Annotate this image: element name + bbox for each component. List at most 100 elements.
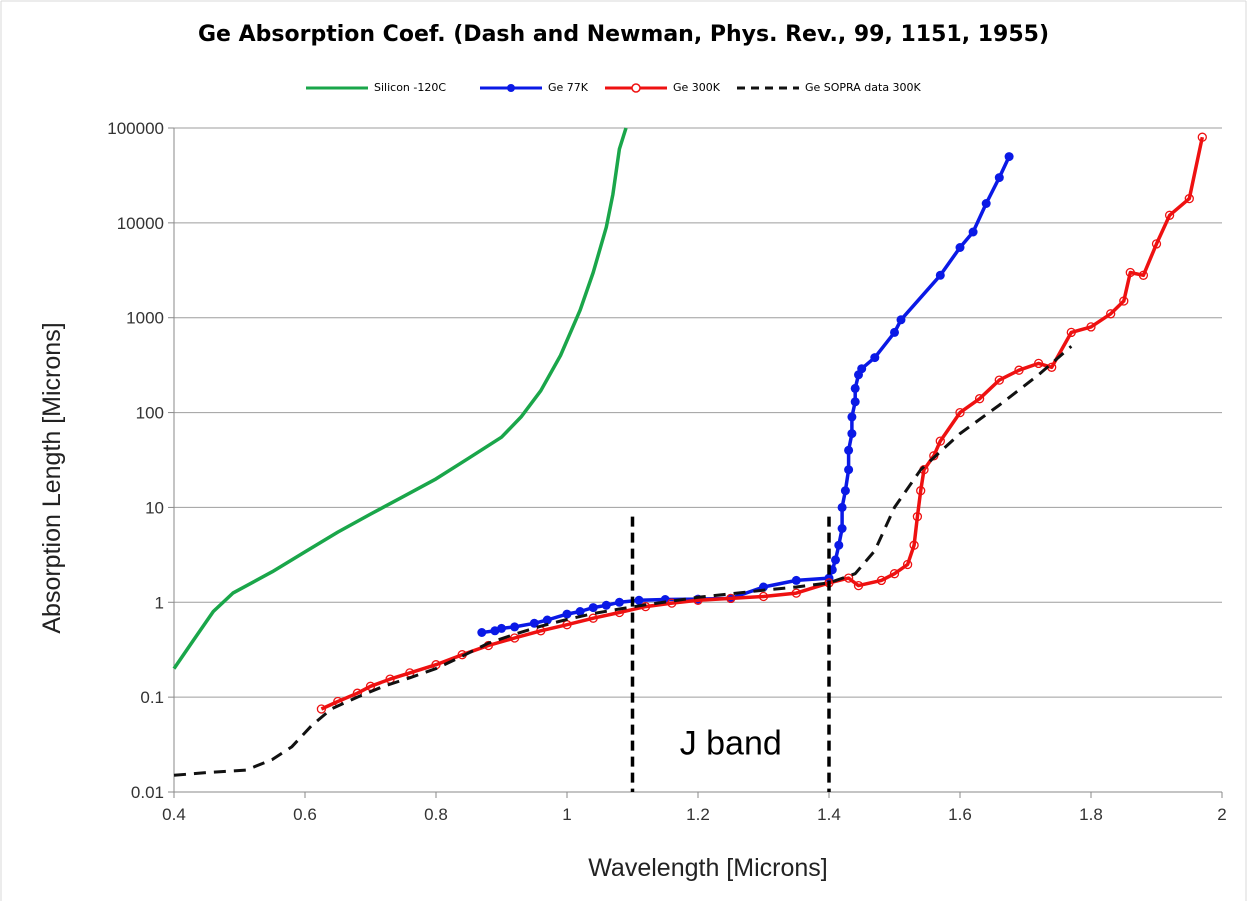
data-point xyxy=(1004,152,1014,162)
data-point xyxy=(726,593,736,604)
chart-title: Ge Absorption Coef. (Dash and Newman, Ph… xyxy=(197,22,1050,47)
y-tick-label: 1000 xyxy=(126,309,164,328)
y-tick-label: 10000 xyxy=(117,214,164,233)
legend-swatch-ge-300k xyxy=(605,83,667,93)
data-point xyxy=(916,486,926,496)
data-point xyxy=(575,607,585,616)
data-point xyxy=(834,540,844,550)
data-point xyxy=(909,540,919,550)
data-point xyxy=(1106,309,1116,319)
x-tick-label: 1.4 xyxy=(817,805,841,824)
data-point xyxy=(588,603,598,613)
data-point xyxy=(955,243,965,252)
data-point xyxy=(1033,358,1044,369)
legend-label-ge-77k: Ge 77K xyxy=(548,81,588,94)
legend-label-ge-300k: Ge 300K xyxy=(673,81,720,94)
data-point xyxy=(758,591,769,602)
data-point xyxy=(601,600,611,610)
data-point xyxy=(912,511,923,522)
x-axis-title: Wavelength [Microns] xyxy=(588,854,827,882)
data-point xyxy=(1138,270,1149,280)
data-point xyxy=(837,502,847,512)
data-point xyxy=(935,436,945,446)
y-tick-label: 1 xyxy=(155,593,164,612)
y-tick-label: 100 xyxy=(136,404,164,423)
data-point xyxy=(562,609,572,619)
data-point xyxy=(889,569,900,579)
x-tick-label: 0.8 xyxy=(424,805,448,824)
data-point xyxy=(1151,239,1162,249)
x-tick-label: 0.6 xyxy=(293,805,317,824)
data-point xyxy=(529,618,539,628)
data-point xyxy=(316,704,327,714)
data-point xyxy=(844,445,854,455)
y-tick-label: 10 xyxy=(145,498,164,517)
data-point xyxy=(994,173,1004,183)
y-tick-label: 100000 xyxy=(107,119,164,138)
data-point xyxy=(477,628,487,637)
data-point xyxy=(509,633,520,643)
band-label: J band xyxy=(680,724,782,762)
data-point xyxy=(850,383,860,393)
data-point xyxy=(840,486,850,496)
data-point xyxy=(791,588,801,598)
data-point xyxy=(1066,327,1076,338)
data-point xyxy=(876,575,887,586)
series-line-1 xyxy=(481,155,1011,635)
data-point xyxy=(497,623,506,633)
data-point xyxy=(857,364,867,374)
series-line-0 xyxy=(172,127,628,670)
data-point xyxy=(853,580,864,591)
data-point xyxy=(847,412,857,422)
data-point xyxy=(850,397,860,407)
data-point xyxy=(1086,322,1096,332)
x-tick-label: 1.8 xyxy=(1079,805,1103,824)
data-point xyxy=(935,270,945,280)
data-point xyxy=(667,598,677,608)
y-axis-title: Absorption Length [Microns] xyxy=(38,322,66,633)
data-point xyxy=(791,575,801,585)
legend-swatch-silicon xyxy=(306,86,368,90)
data-point xyxy=(1184,193,1194,204)
y-tick-label: 0.1 xyxy=(140,688,164,707)
data-point xyxy=(974,394,985,404)
y-tick-label: 0.01 xyxy=(131,783,164,802)
data-point xyxy=(1164,210,1175,220)
legend-label-ge-sopra: Ge SOPRA data 300K xyxy=(805,81,921,94)
data-point xyxy=(843,573,854,583)
data-point xyxy=(902,559,913,570)
data-point xyxy=(542,615,552,625)
x-tick-label: 1.2 xyxy=(686,805,710,824)
data-point xyxy=(1014,365,1024,375)
data-point xyxy=(896,315,906,325)
x-tick-label: 2 xyxy=(1217,805,1226,824)
data-point xyxy=(614,597,624,607)
data-point xyxy=(890,327,899,337)
legend-swatch-ge-77k xyxy=(480,84,542,92)
data-point xyxy=(837,524,847,533)
series-line-3 xyxy=(173,345,1073,777)
legend-label-silicon: Silicon -120C xyxy=(374,81,447,94)
data-point xyxy=(634,595,644,605)
data-point xyxy=(870,353,880,363)
x-tick-label: 1.6 xyxy=(948,805,972,824)
data-point xyxy=(824,573,834,583)
data-point xyxy=(588,613,598,623)
data-point xyxy=(1197,132,1207,142)
data-point xyxy=(994,375,1004,385)
data-point xyxy=(968,227,978,237)
data-point xyxy=(510,622,520,632)
data-point xyxy=(955,407,965,418)
data-point xyxy=(831,555,840,565)
legend-swatch-ge-sopra xyxy=(737,86,799,90)
data-point xyxy=(847,429,857,439)
data-point xyxy=(981,199,991,208)
chart-legend: Silicon -120C Ge 77K Ge 300K Ge SOPRA da… xyxy=(0,76,1247,100)
x-tick-label: 1 xyxy=(562,805,571,824)
data-point xyxy=(1125,267,1135,278)
data-point xyxy=(1119,296,1129,306)
data-point xyxy=(844,465,854,475)
x-tick-label: 0.4 xyxy=(162,805,186,824)
